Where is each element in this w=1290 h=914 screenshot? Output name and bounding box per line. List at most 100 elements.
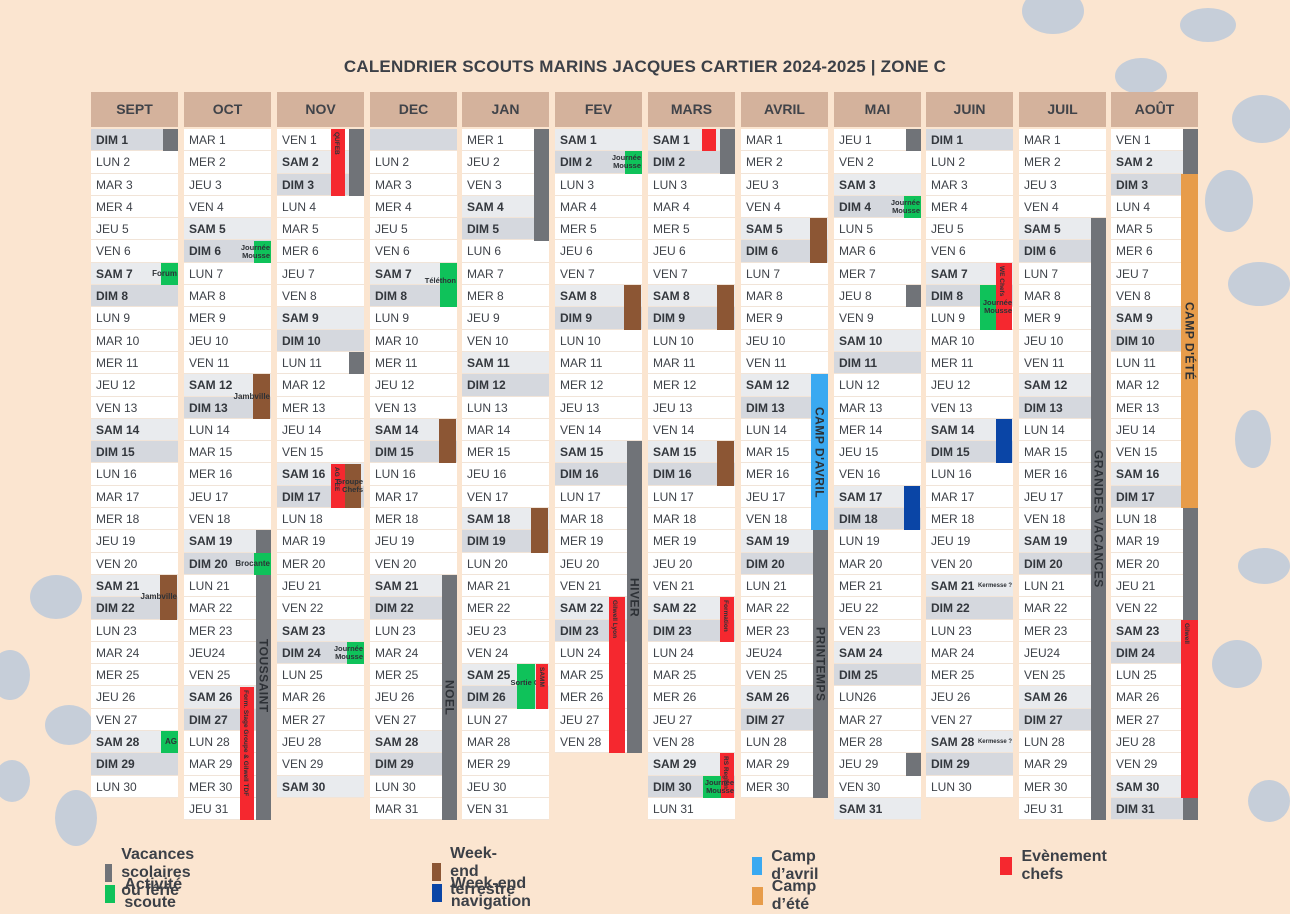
day-cell: SAM 8	[555, 285, 642, 308]
day-cell: MER 21	[834, 574, 921, 598]
day-cell: DIM 2	[555, 151, 642, 174]
month-header: SEPT	[91, 92, 178, 127]
day-cell: SAM 7	[91, 262, 178, 286]
day-cell: DIM 15	[91, 441, 178, 464]
day-cell: DIM 9	[648, 307, 735, 330]
day-cell: VEN 14	[555, 418, 642, 442]
day-cell: MAR 11	[555, 351, 642, 375]
day-cell: LUN 7	[741, 262, 828, 286]
day-cell: DIM 9	[555, 307, 642, 330]
event-label: Jambville	[140, 592, 177, 602]
day-cell: MER 16	[741, 463, 828, 486]
day-cell: MAR 3	[91, 173, 178, 196]
day-cell: DIM 18	[834, 508, 921, 531]
chefs-event-bar	[609, 597, 625, 754]
day-cell: DIM 25	[834, 664, 921, 687]
day-cell: LUN 21	[741, 574, 828, 598]
decorative-blob	[55, 790, 97, 846]
day-cell: DIM 16	[648, 463, 735, 486]
day-cell: MER 2	[1019, 151, 1106, 174]
day-cell: MER 23	[741, 619, 828, 642]
day-cell: MAR 10	[91, 329, 178, 352]
day-cell: SAM 15	[648, 441, 735, 464]
decorative-blob	[1212, 640, 1262, 688]
day-cell: LUN 20	[462, 552, 549, 575]
day-cell: LUN 3	[648, 173, 735, 196]
day-cell: DIM 10	[277, 329, 364, 352]
day-cell: VEN 8	[277, 285, 364, 308]
day-cell: LUN 2	[370, 151, 457, 174]
day-cell: MAR 19	[277, 530, 364, 553]
legend-item-terrestre: Week-end terrestre	[432, 845, 524, 899]
day-list: MAR 1 MER 2 JEU 3 VEN 4 SAM 5 DIM 6 LUN 7 MAR 8…	[1019, 129, 1106, 821]
day-cell: SAM 10	[834, 329, 921, 352]
day-cell: VEN 25	[184, 664, 271, 687]
day-cell: VEN 4	[1019, 195, 1106, 219]
day-cell: LUN 19	[834, 530, 921, 553]
month-header: MARS	[648, 92, 735, 127]
day-cell: MAR 12	[1111, 374, 1198, 397]
day-cell: MAR 10	[370, 329, 457, 352]
day-cell: MER 12	[648, 374, 735, 397]
day-cell: MER 2	[184, 151, 271, 174]
chefs-event-bar	[331, 129, 345, 196]
day-cell: MER 4	[926, 195, 1013, 219]
day-cell: VEN 18	[741, 508, 828, 531]
day-cell: DIM 27	[1019, 708, 1106, 732]
day-cell: MAR 17	[926, 485, 1013, 509]
day-cell: MER 29	[462, 753, 549, 776]
day-cell: MER 20	[1111, 552, 1198, 575]
day-cell: MER 8	[462, 285, 549, 308]
day-cell: LUN 18	[1111, 508, 1198, 531]
day-list: VEN 1 SAM 2 DIM 3 LUN 4 MAR 5 MER 6 JEU 7 VEN 8…	[1111, 129, 1198, 821]
event-label: TOUSSAINT	[256, 638, 271, 713]
day-cell: MER 28	[834, 731, 921, 754]
day-cell: JEU 31	[1019, 797, 1106, 821]
activite-event-bar	[703, 775, 721, 798]
day-cell: MAR 19	[1111, 530, 1198, 553]
day-cell: MER 9	[1019, 307, 1106, 330]
day-cell: MAR 25	[648, 664, 735, 687]
day-cell: JEU 30	[462, 775, 549, 798]
day-cell: VEN 15	[1111, 441, 1198, 464]
vacances-event-bar	[627, 441, 642, 754]
vacances-event-bar	[1091, 218, 1106, 821]
day-cell: JEU 10	[184, 329, 271, 352]
legend-swatch	[432, 863, 442, 881]
legend-swatch	[105, 864, 113, 882]
event-label: AG	[165, 737, 177, 747]
event-label: Form. Stage Groupe & Gilwell TDF	[242, 689, 249, 796]
month-header: JUIL	[1019, 92, 1106, 127]
day-cell: DIM 5	[462, 218, 549, 241]
day-cell: SAM 3	[834, 173, 921, 196]
decorative-blob	[1180, 8, 1236, 42]
day-cell: SAM 26	[1019, 686, 1106, 709]
day-cell: LUN 16	[91, 463, 178, 486]
navigation-event-bar	[996, 418, 1012, 464]
day-cell: DIM 29	[926, 753, 1013, 776]
day-list: MAR 1 MER 2 JEU 3 VEN 4 SAM 5 DIM 6 LUN 7 MAR 8…	[741, 129, 828, 798]
chefs-event-bar	[240, 686, 254, 821]
legend-swatch	[432, 884, 442, 902]
day-cell: LUN 9	[370, 307, 457, 330]
day-cell: VEN 13	[370, 396, 457, 419]
day-cell: LUN 17	[648, 485, 735, 509]
day-cell: JEU 21	[1111, 574, 1198, 598]
day-cell: JEU 27	[648, 708, 735, 732]
day-cell: SAM 23	[277, 619, 364, 642]
day-cell: DIM 8	[91, 285, 178, 308]
day-cell: VEN 17	[462, 485, 549, 509]
day-cell: LUN 3	[555, 173, 642, 196]
vacances-event-bar	[256, 530, 271, 821]
day-cell: VEN 20	[370, 552, 457, 575]
day-cell: VEN 13	[91, 396, 178, 419]
day-cell: MER 26	[648, 686, 735, 709]
chefs-event-bar	[331, 463, 345, 509]
day-cell: JEU24	[1019, 641, 1106, 665]
day-cell: VEN 15	[277, 441, 364, 464]
event-label: Journée Mousse	[982, 298, 1012, 316]
day-cell: MER 11	[926, 351, 1013, 375]
day-cell: JEU 12	[926, 374, 1013, 397]
legend-label: Activité scoute	[124, 876, 183, 911]
page-title: CALENDRIER SCOUTS MARINS JACQUES CARTIER…	[343, 57, 947, 76]
